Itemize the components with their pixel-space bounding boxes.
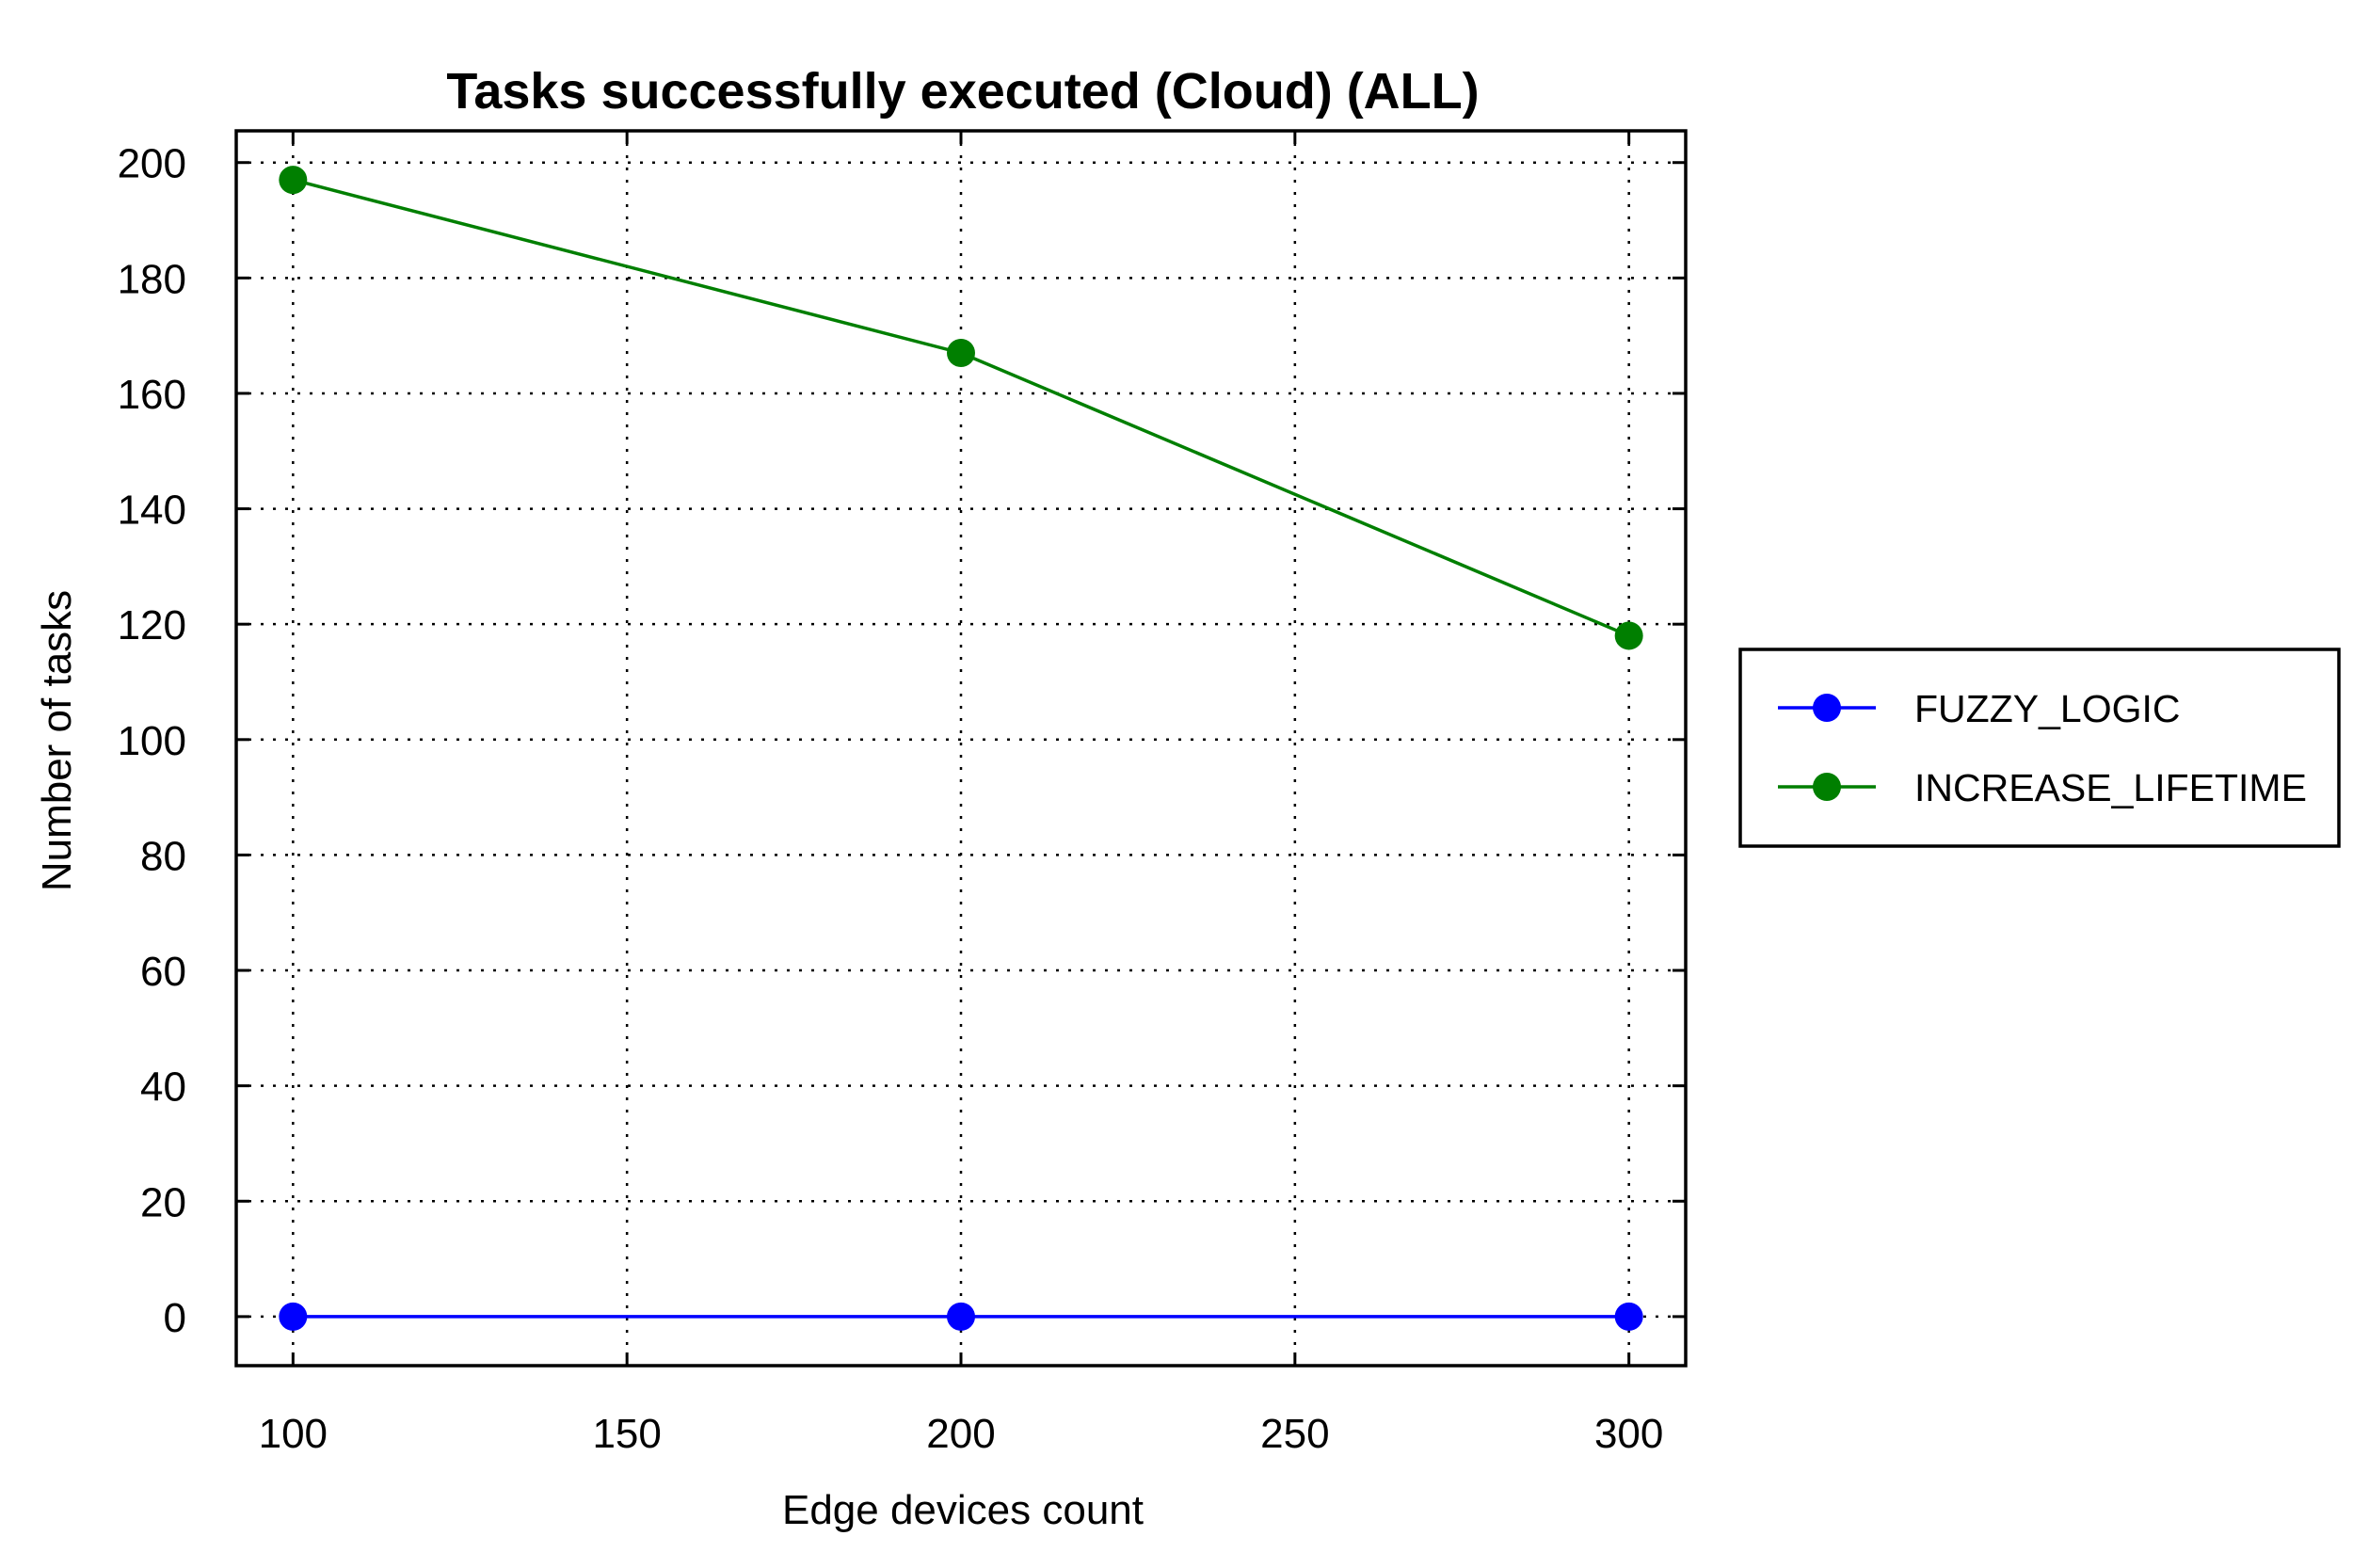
x-tick-label: 300 <box>1594 1411 1663 1457</box>
x-tick-label: 100 <box>259 1411 328 1457</box>
series-line-increase-lifetime <box>292 178 1630 638</box>
y-tick-label: 40 <box>140 1064 186 1111</box>
data-point-increase-lifetime <box>1614 621 1643 650</box>
legend-label-increase-lifetime: INCREASE_LIFETIME <box>1914 766 2307 809</box>
data-point-fuzzy-logic <box>1614 1302 1643 1331</box>
x-tick-label: 150 <box>592 1411 661 1457</box>
x-axis-label: Edge devices count <box>782 1487 1144 1533</box>
series-layer <box>279 166 1643 1331</box>
x-tick-label: 250 <box>1260 1411 1329 1457</box>
data-point-increase-lifetime <box>279 166 308 195</box>
legend: FUZZY_LOGIC INCREASE_LIFETIME <box>1738 648 2341 848</box>
grid-layer <box>236 131 1686 1366</box>
legend-marker-increase-lifetime <box>1813 773 1841 801</box>
y-tick-label: 120 <box>118 602 186 648</box>
y-tick-label: 80 <box>140 833 186 879</box>
y-tick-label: 60 <box>140 949 186 995</box>
y-tick-label: 140 <box>118 488 186 534</box>
data-point-fuzzy-logic <box>279 1302 308 1331</box>
y-tick-label: 20 <box>140 1179 186 1225</box>
tick-layer: 100 150 200 250 300 0 20 40 60 80 100 120 140 160 180 2… <box>118 131 1686 1457</box>
y-tick-label: 160 <box>118 372 186 418</box>
y-axis-label: Number of tasks <box>34 590 80 891</box>
chart-title: Tasks successfully executed (Cloud) (ALL… <box>446 63 1479 120</box>
legend-marker-fuzzy-logic <box>1813 694 1841 722</box>
y-tick-label: 180 <box>118 256 186 302</box>
x-tick-label: 200 <box>926 1411 995 1457</box>
legend-label-fuzzy-logic: FUZZY_LOGIC <box>1914 687 2180 730</box>
legend-box <box>1738 648 2341 848</box>
data-point-increase-lifetime <box>947 339 975 368</box>
y-tick-label: 100 <box>118 718 186 764</box>
data-point-fuzzy-logic <box>947 1302 975 1331</box>
y-tick-label: 200 <box>118 141 186 187</box>
y-tick-label: 0 <box>164 1295 186 1341</box>
